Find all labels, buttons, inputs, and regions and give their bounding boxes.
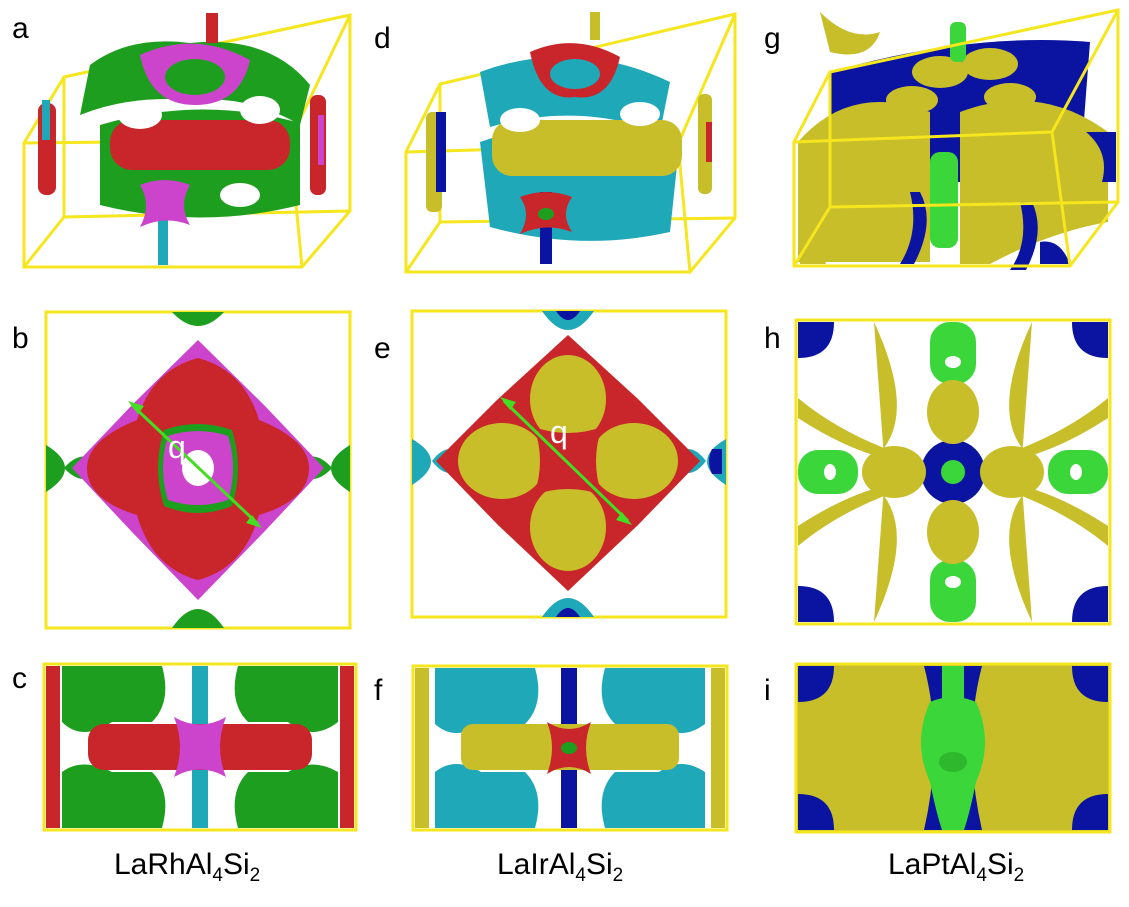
panel-label-f: f [374,674,383,707]
compound-label-lair: LaIrAl4Si2 [497,848,624,886]
fermi-surface-3d-lair [400,2,745,274]
compound-label-lapt: LaPtAl4Si2 [888,848,1025,886]
panel-label-g: g [764,22,781,55]
fermi-surface-top-larh: q [44,310,352,630]
panel-label-d: d [374,22,391,55]
panel-label-a: a [12,12,29,45]
panel-label-c: c [12,662,27,695]
fermi-surface-top-lapt [794,318,1112,626]
fermi-surface-side-lapt [794,662,1112,834]
fermi-surface-top-lair: q [410,309,728,619]
panel-label-b: b [12,322,29,355]
q-vector-label-e: q [550,414,568,450]
fermi-surface-3d-larh [20,5,360,275]
panel-label-h: h [764,322,781,355]
panel-label-e: e [374,332,391,365]
q-vector-label: q [168,429,186,465]
fermi-surface-3d-lapt [790,2,1120,274]
compound-label-larh: LaRhAl4Si2 [114,848,261,886]
fermi-surface-side-larh [42,662,358,832]
fermi-surface-side-lair [411,664,729,832]
panel-label-i: i [764,674,771,707]
